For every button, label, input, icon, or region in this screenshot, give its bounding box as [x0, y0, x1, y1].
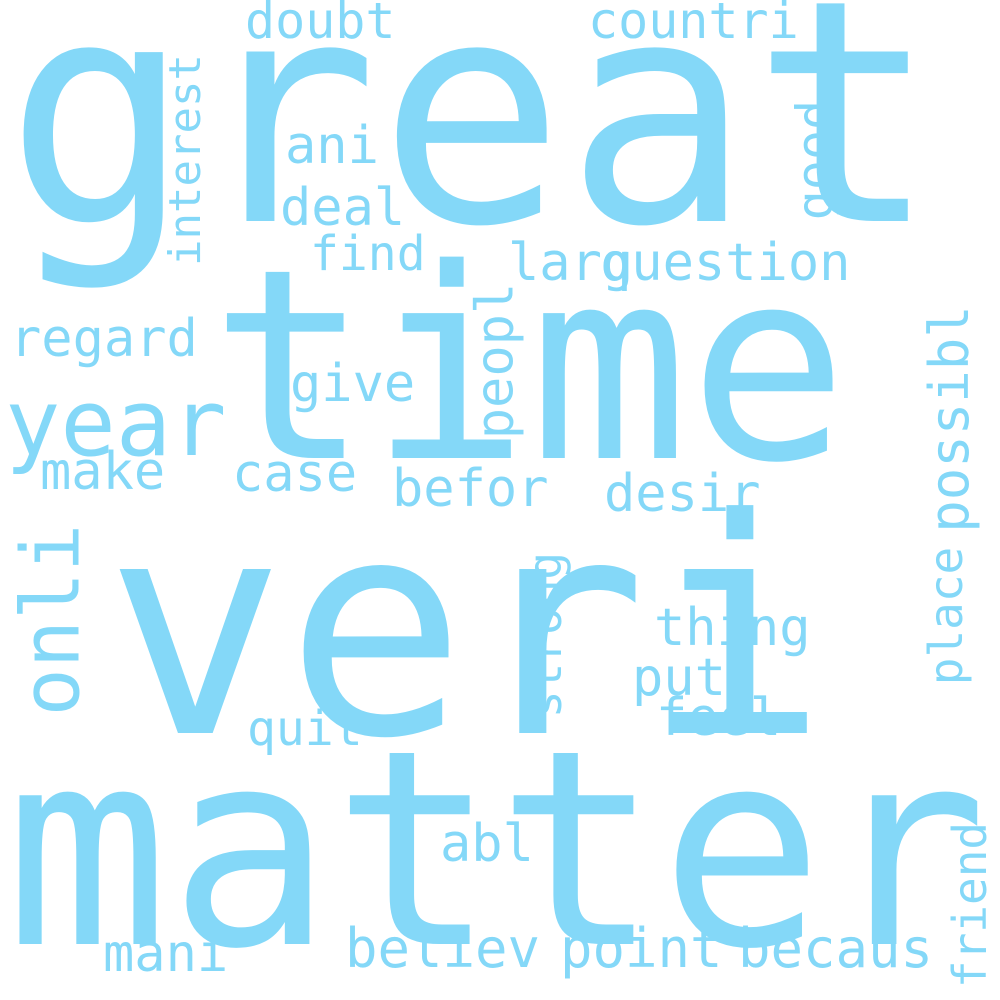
word-regard: regard [10, 309, 198, 369]
word-quit: quit [247, 701, 363, 757]
word-great: great [5, 0, 939, 295]
word-matter: matter [5, 693, 988, 1000]
word-believ: believ [345, 917, 541, 980]
word-mani: mani [103, 924, 229, 984]
word-time: time [210, 213, 849, 521]
word-strong: strong [518, 551, 573, 719]
word-becaus: becaus [738, 917, 934, 980]
word-friend: friend [943, 821, 998, 989]
word-ani: ani [285, 116, 379, 176]
word-interest: interest [159, 54, 211, 266]
word-give: give [290, 354, 416, 414]
word-find: find [310, 226, 426, 282]
word-onli: onli [4, 523, 98, 717]
word-good: good [786, 99, 845, 221]
word-feel: feel [656, 688, 782, 748]
word-desir: desir [604, 464, 761, 524]
word-countri: countri [588, 0, 799, 50]
word-thing: thing [654, 598, 811, 658]
word-befor: befor [392, 459, 549, 519]
word-doubt: doubt [245, 0, 396, 50]
word-year: year [5, 370, 227, 477]
word-case: case [232, 444, 358, 504]
word-veri: veri [105, 455, 828, 804]
word-put: put [632, 648, 726, 708]
word-point: point [560, 917, 723, 980]
word-larg: larg [508, 233, 634, 293]
word-peopl: peopl [465, 282, 526, 440]
word-deal: deal [280, 178, 406, 238]
word-place: place [919, 546, 974, 686]
word-make: make [40, 442, 166, 502]
word-possibl: possibl [917, 305, 981, 533]
word-question: question [600, 233, 851, 293]
word-abl: abl [440, 814, 534, 874]
